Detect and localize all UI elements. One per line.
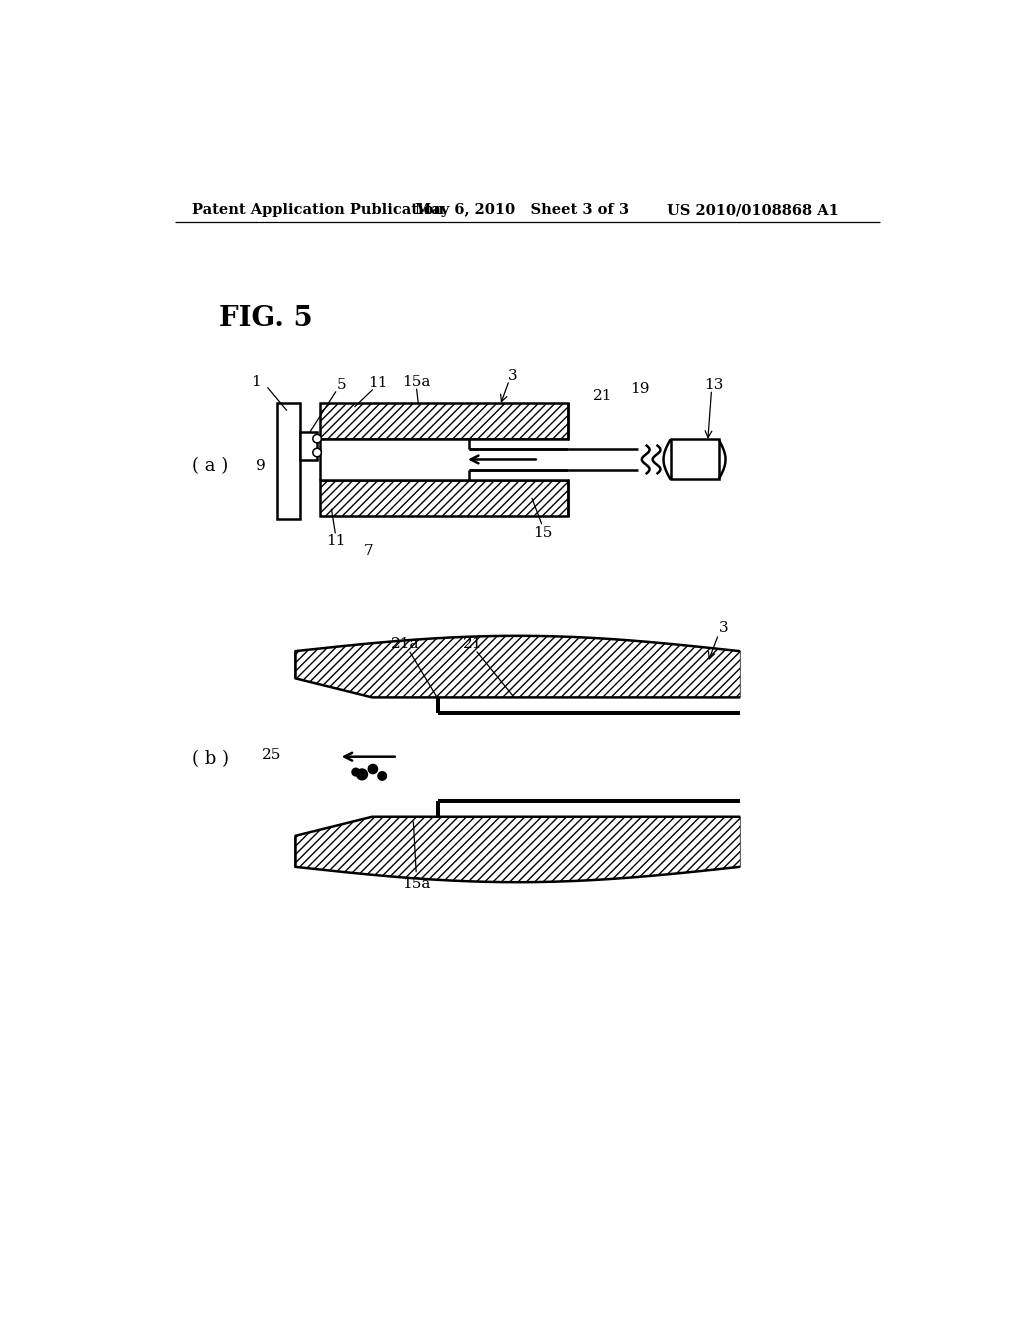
Text: FIG. 5: FIG. 5 — [219, 305, 313, 331]
Text: 7: 7 — [364, 544, 373, 558]
Text: 21: 21 — [463, 636, 482, 651]
Text: 5: 5 — [337, 378, 347, 392]
Circle shape — [356, 770, 368, 780]
Text: US 2010/0108868 A1: US 2010/0108868 A1 — [667, 203, 839, 216]
Circle shape — [369, 764, 378, 774]
Circle shape — [352, 768, 359, 776]
Text: ( a ): ( a ) — [191, 458, 227, 475]
Text: 21a: 21a — [391, 636, 420, 651]
Circle shape — [313, 449, 322, 457]
Text: 9: 9 — [256, 459, 266, 474]
Text: Patent Application Publication: Patent Application Publication — [191, 203, 443, 216]
Text: 11: 11 — [368, 376, 387, 391]
Polygon shape — [295, 817, 740, 882]
Text: 15: 15 — [532, 527, 552, 540]
Text: 3: 3 — [508, 368, 518, 383]
Text: 11: 11 — [326, 535, 345, 548]
Text: 25: 25 — [262, 748, 281, 762]
Text: May 6, 2010   Sheet 3 of 3: May 6, 2010 Sheet 3 of 3 — [415, 203, 629, 216]
Polygon shape — [321, 440, 568, 480]
Text: 1: 1 — [251, 375, 261, 388]
Text: 21: 21 — [593, 388, 612, 403]
Text: ( b ): ( b ) — [191, 750, 228, 768]
Bar — [276, 404, 300, 519]
Text: 3: 3 — [719, 622, 728, 635]
Text: 13: 13 — [705, 378, 724, 392]
Bar — [671, 440, 719, 479]
Circle shape — [378, 772, 386, 780]
Polygon shape — [438, 713, 740, 801]
Text: 15a: 15a — [402, 876, 430, 891]
Text: 19: 19 — [630, 383, 649, 396]
Polygon shape — [295, 678, 740, 836]
Polygon shape — [469, 440, 568, 449]
Circle shape — [313, 434, 322, 444]
Bar — [321, 480, 568, 516]
Polygon shape — [295, 636, 740, 697]
Polygon shape — [469, 470, 568, 480]
Bar — [300, 432, 317, 461]
Text: 15a: 15a — [402, 375, 430, 388]
Bar — [321, 404, 568, 440]
